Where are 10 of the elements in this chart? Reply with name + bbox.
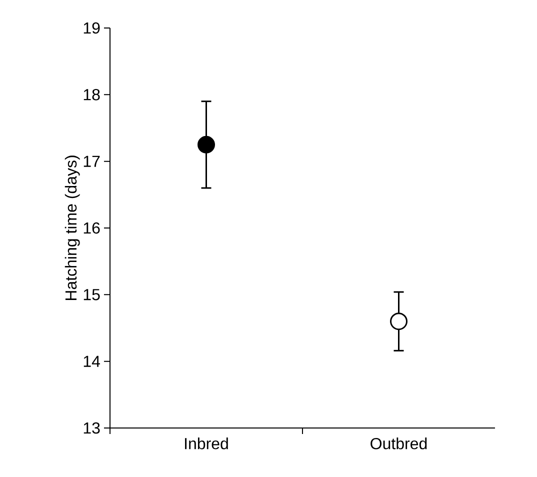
y-tick-label: 14	[84, 356, 100, 367]
x-tick-label: Outbred	[370, 438, 427, 450]
y-tick-label: 18	[84, 89, 100, 100]
y-tick-label: 17	[84, 156, 100, 167]
y-tick-label: 15	[84, 289, 100, 300]
y-tick-label: 19	[84, 22, 100, 34]
y-tick-label: 16	[84, 222, 100, 234]
y-tick-label: 13	[84, 422, 100, 434]
x-tick-label: Inbred	[185, 438, 228, 450]
y-axis-title: Hatching time (days)	[64, 156, 80, 300]
